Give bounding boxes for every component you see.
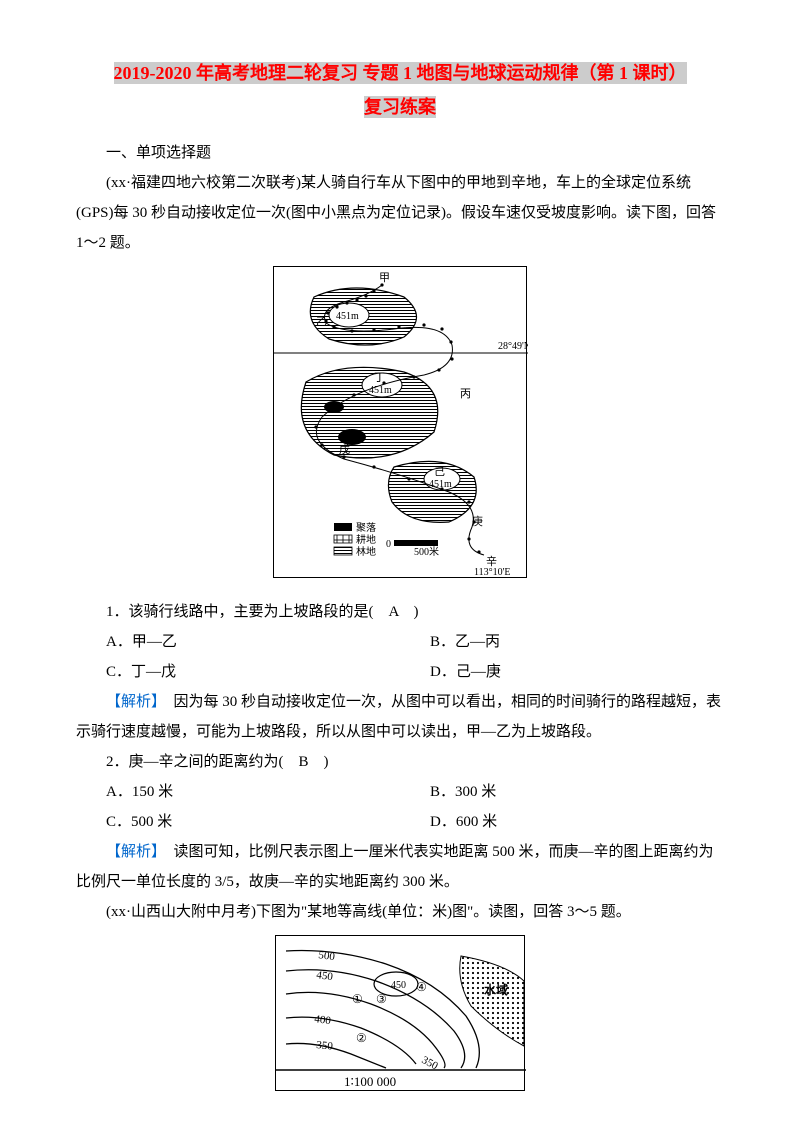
svg-text:辛: 辛 <box>486 554 497 568</box>
q1-opt-d: D．己—庚 <box>400 657 724 687</box>
section-heading: 一、单项选择题 <box>76 138 724 168</box>
intro-paragraph: (xx·福建四地六校第二次联考)某人骑自行车从下图中的甲地到辛地，车上的全球定位… <box>76 168 724 258</box>
svg-text:戊: 戊 <box>339 443 350 456</box>
q2-opt-a: A．150 米 <box>76 777 400 807</box>
q2-opt-d: D．600 米 <box>400 807 724 837</box>
svg-text:451m: 451m <box>369 385 392 396</box>
q2-stem: 2．庚—辛之间的距离约为( B ) <box>76 747 724 777</box>
exp1-text: 因为每 30 秒自动接收定位一次，从图中可以看出，相同的时间骑行的路程越短，表示… <box>76 694 721 740</box>
map-figure: 28°49'N 451m 丁 451m 戊 <box>273 266 527 578</box>
svg-text:400: 400 <box>314 1013 333 1027</box>
svg-text:500米: 500米 <box>414 545 439 558</box>
svg-text:450: 450 <box>316 969 335 983</box>
svg-text:350: 350 <box>316 1039 334 1053</box>
title-line1: 2019-2020 年高考地理二轮复习 专题 1 地图与地球运动规律（第 1 课… <box>114 62 687 84</box>
svg-text:①: ① <box>352 992 363 1006</box>
svg-text:林地: 林地 <box>356 545 376 558</box>
exp1-label: 【解析】 <box>106 694 159 710</box>
q2-options-row2: C．500 米 D．600 米 <box>76 807 724 837</box>
paragraph-3: (xx·山西山大附中月考)下图为"某地等高线(单位：米)图"。读图，回答 3～5… <box>76 897 724 927</box>
figure-2: 水域 500 450 450 400 350 350 ① ② ③ ④ 1∶100… <box>76 935 724 1103</box>
svg-text:庚: 庚 <box>472 514 483 528</box>
q1-opt-a: A．甲—乙 <box>76 627 400 657</box>
svg-text:己: 己 <box>434 466 445 478</box>
q1-options-row1: A．甲—乙 B．乙—丙 <box>76 627 724 657</box>
svg-text:乙: 乙 <box>316 315 327 328</box>
q2-opt-c: C．500 米 <box>76 807 400 837</box>
exp2-label: 【解析】 <box>106 844 159 860</box>
figure-1: 28°49'N 451m 丁 451m 戊 <box>76 266 724 589</box>
contour-figure: 水域 500 450 450 400 350 350 ① ② ③ ④ 1∶100… <box>275 935 525 1091</box>
svg-text:113°10'E: 113°10'E <box>474 567 511 578</box>
svg-text:450: 450 <box>391 980 406 991</box>
q1-opt-c: C．丁—戊 <box>76 657 400 687</box>
explanation-1: 【解析】 因为每 30 秒自动接收定位一次，从图中可以看出，相同的时间骑行的路程… <box>76 687 724 747</box>
q1-stem: 1．该骑行线路中，主要为上坡路段的是( A ) <box>76 597 724 627</box>
q2-options-row1: A．150 米 B．300 米 <box>76 777 724 807</box>
q1-opt-b: B．乙—丙 <box>400 627 724 657</box>
svg-text:451m: 451m <box>336 311 359 322</box>
svg-text:③: ③ <box>376 992 387 1006</box>
exp2-text: 读图可知，比例尺表示图上一厘米代表实地距离 500 米，而庚—辛的图上距离约为比… <box>76 844 714 890</box>
explanation-2: 【解析】 读图可知，比例尺表示图上一厘米代表实地距离 500 米，而庚—辛的图上… <box>76 837 724 897</box>
svg-text:500: 500 <box>318 949 337 963</box>
svg-text:甲: 甲 <box>379 272 390 284</box>
svg-text:1∶100 000: 1∶100 000 <box>344 1074 396 1089</box>
svg-text:④: ④ <box>416 980 427 994</box>
svg-text:丙: 丙 <box>460 388 471 400</box>
svg-text:水域: 水域 <box>484 982 508 997</box>
title-line2: 复习练案 <box>364 96 436 118</box>
svg-text:耕地: 耕地 <box>356 533 376 546</box>
page-title: 2019-2020 年高考地理二轮复习 专题 1 地图与地球运动规律（第 1 课… <box>76 56 724 124</box>
q2-opt-b: B．300 米 <box>400 777 724 807</box>
svg-text:0: 0 <box>386 539 391 550</box>
svg-text:聚落: 聚落 <box>356 522 376 534</box>
q1-options-row2: C．丁—戊 D．己—庚 <box>76 657 724 687</box>
lat-label: 28°49'N <box>498 341 528 352</box>
svg-text:②: ② <box>356 1031 367 1045</box>
